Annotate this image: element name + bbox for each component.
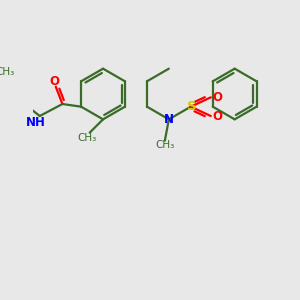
Text: CH₃: CH₃ [155,140,175,151]
Text: O: O [212,91,223,104]
Text: O: O [212,110,223,122]
Text: CH₃: CH₃ [0,67,15,77]
Text: CH₃: CH₃ [77,133,97,143]
Text: O: O [50,75,59,88]
Text: NH: NH [26,116,46,129]
Text: N: N [164,113,174,126]
Text: S: S [187,100,197,113]
